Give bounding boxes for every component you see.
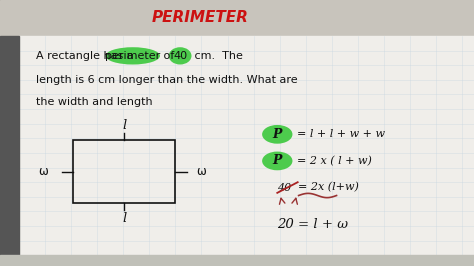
Text: cm.  The: cm. The: [191, 51, 243, 61]
Text: = l + l + w + w: = l + l + w + w: [297, 129, 385, 139]
Text: 20 = l + ω: 20 = l + ω: [277, 218, 348, 231]
Text: l: l: [122, 119, 127, 131]
Text: ω: ω: [197, 165, 206, 178]
Bar: [0, 255, 474, 266]
Ellipse shape: [105, 47, 160, 65]
Text: 40: 40: [277, 182, 292, 193]
Text: = 2 x ( l + w): = 2 x ( l + w): [297, 156, 372, 166]
Text: ω: ω: [38, 165, 47, 178]
Text: A rectangle has a: A rectangle has a: [36, 51, 137, 61]
Ellipse shape: [262, 152, 292, 170]
Text: length is 6 cm longer than the width. What are: length is 6 cm longer than the width. Wh…: [36, 75, 297, 85]
Text: PERIMETER: PERIMETER: [152, 10, 248, 25]
Text: = 2x (l+w): = 2x (l+w): [298, 182, 358, 193]
Text: 40: 40: [173, 51, 187, 61]
Text: of: of: [160, 51, 178, 61]
Ellipse shape: [169, 47, 191, 65]
Bar: [0, 36, 19, 255]
Bar: [73, 140, 175, 203]
Ellipse shape: [262, 125, 292, 144]
Text: P: P: [273, 155, 282, 167]
Bar: [19, 36, 474, 255]
Bar: [0, 0, 474, 36]
Text: perimeter: perimeter: [105, 51, 160, 61]
Text: P: P: [273, 128, 282, 141]
Text: the width and length: the width and length: [36, 97, 152, 107]
Text: l: l: [122, 212, 127, 225]
